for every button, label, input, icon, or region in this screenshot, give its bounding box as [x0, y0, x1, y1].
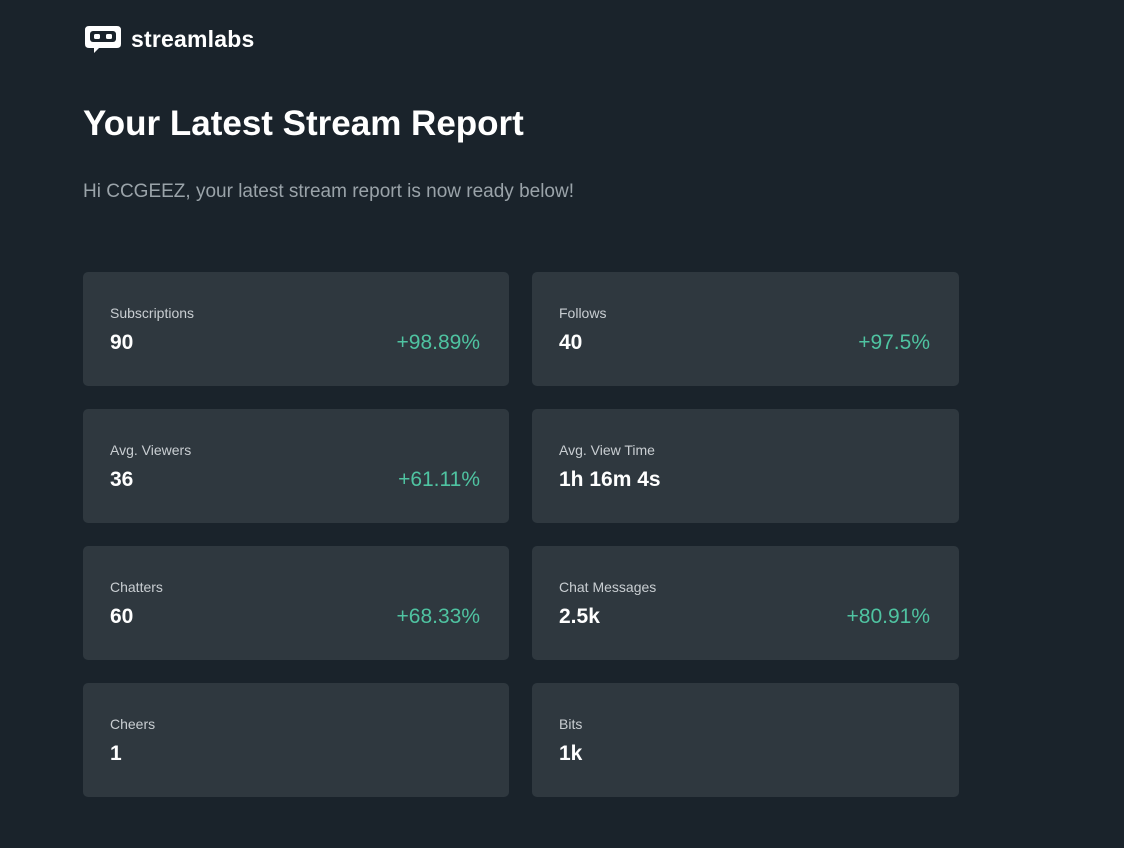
- stat-value: 40: [559, 331, 583, 354]
- stat-change: +80.91%: [846, 605, 931, 628]
- stat-card-chat-messages: Chat Messages 2.5k +80.91%: [532, 546, 959, 660]
- stat-label: Chatters: [110, 579, 163, 595]
- stat-value: 1h 16m 4s: [559, 468, 661, 491]
- stat-change: +97.5%: [858, 331, 930, 354]
- stat-value: 36: [110, 468, 134, 491]
- logo-wordmark: streamlabs: [131, 26, 255, 52]
- stat-card-bits: Bits 1k: [532, 683, 959, 797]
- streamlabs-logo-icon: [85, 26, 121, 53]
- stat-value: 1: [110, 742, 122, 765]
- stat-label: Bits: [559, 716, 583, 732]
- stat-value: 90: [110, 331, 134, 354]
- stat-value: 2.5k: [559, 605, 600, 628]
- stat-card-cheers: Cheers 1: [83, 683, 509, 797]
- stat-value: 1k: [559, 742, 583, 765]
- stat-label: Cheers: [110, 716, 156, 732]
- stat-card-avg-viewers: Avg. Viewers 36 +61.11%: [83, 409, 509, 523]
- page-title: Your Latest Stream Report: [83, 104, 524, 143]
- stat-label: Avg. Viewers: [110, 442, 192, 458]
- stat-card-avg-view-time: Avg. View Time 1h 16m 4s: [532, 409, 959, 523]
- stat-card-follows: Follows 40 +97.5%: [532, 272, 959, 386]
- stat-label: Avg. View Time: [559, 442, 655, 458]
- stat-card-chatters: Chatters 60 +68.33%: [83, 546, 509, 660]
- stat-label: Subscriptions: [110, 305, 195, 321]
- intro-message: Hi CCGEEZ, your latest stream report is …: [83, 181, 575, 202]
- stat-change: +98.89%: [396, 331, 481, 354]
- stat-card-subscriptions: Subscriptions 90 +98.89%: [83, 272, 509, 386]
- stat-label: Chat Messages: [559, 579, 657, 595]
- stat-label: Follows: [559, 305, 607, 321]
- stat-value: 60: [110, 605, 134, 628]
- streamlabs-logo: streamlabs: [83, 22, 254, 56]
- stat-change: +68.33%: [396, 605, 481, 628]
- stat-change: +61.11%: [398, 468, 480, 491]
- stats-grid: Subscriptions 90 +98.89% Follows 40 +97.…: [83, 272, 959, 797]
